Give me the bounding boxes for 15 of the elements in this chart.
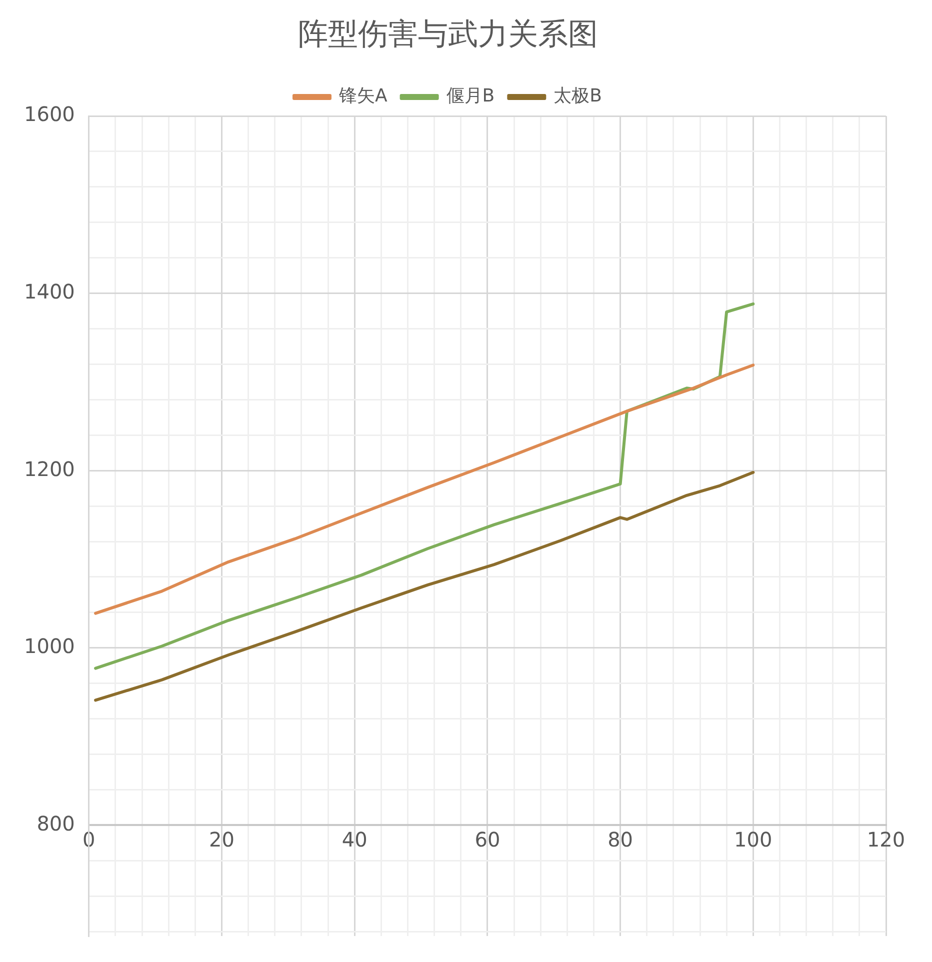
x-tick-label: 20 bbox=[209, 827, 234, 852]
legend-label: 偃月B bbox=[446, 86, 495, 107]
y-tick-label: 1000 bbox=[24, 634, 75, 658]
y-tick-label: 1600 bbox=[24, 102, 75, 126]
x-tick-label: 40 bbox=[342, 827, 368, 852]
y-tick-label: 800 bbox=[36, 811, 75, 836]
y-tick-label: 1200 bbox=[24, 456, 75, 481]
x-tick-label: 80 bbox=[608, 827, 634, 852]
legend-label: 锋矢A bbox=[338, 86, 388, 107]
chart-title: 阵型伤害与武力关系图 bbox=[298, 16, 598, 52]
legend-label: 太极B bbox=[554, 86, 602, 107]
x-tick-label: 100 bbox=[734, 827, 772, 852]
x-tick-label: 120 bbox=[866, 827, 906, 852]
y-tick-label: 1400 bbox=[24, 280, 75, 304]
x-tick-label: 60 bbox=[474, 827, 500, 852]
